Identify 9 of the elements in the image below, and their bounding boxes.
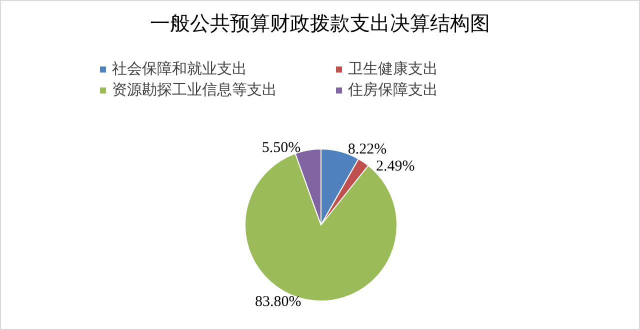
data-label: 2.49% [376,158,415,175]
legend-label: 社会保障和就业支出 [112,60,247,78]
data-label: 5.50% [262,140,301,156]
legend-label: 资源勘探工业信息等支出 [112,82,277,98]
data-label: 8.22% [348,142,387,158]
data-label: 83.80% [255,294,302,310]
chart-title: 一般公共预算财政拨款支出决算结构图 [150,13,490,35]
legend-label: 住房保障支出 [347,82,438,98]
legend-label: 卫生健康支出 [348,60,438,78]
